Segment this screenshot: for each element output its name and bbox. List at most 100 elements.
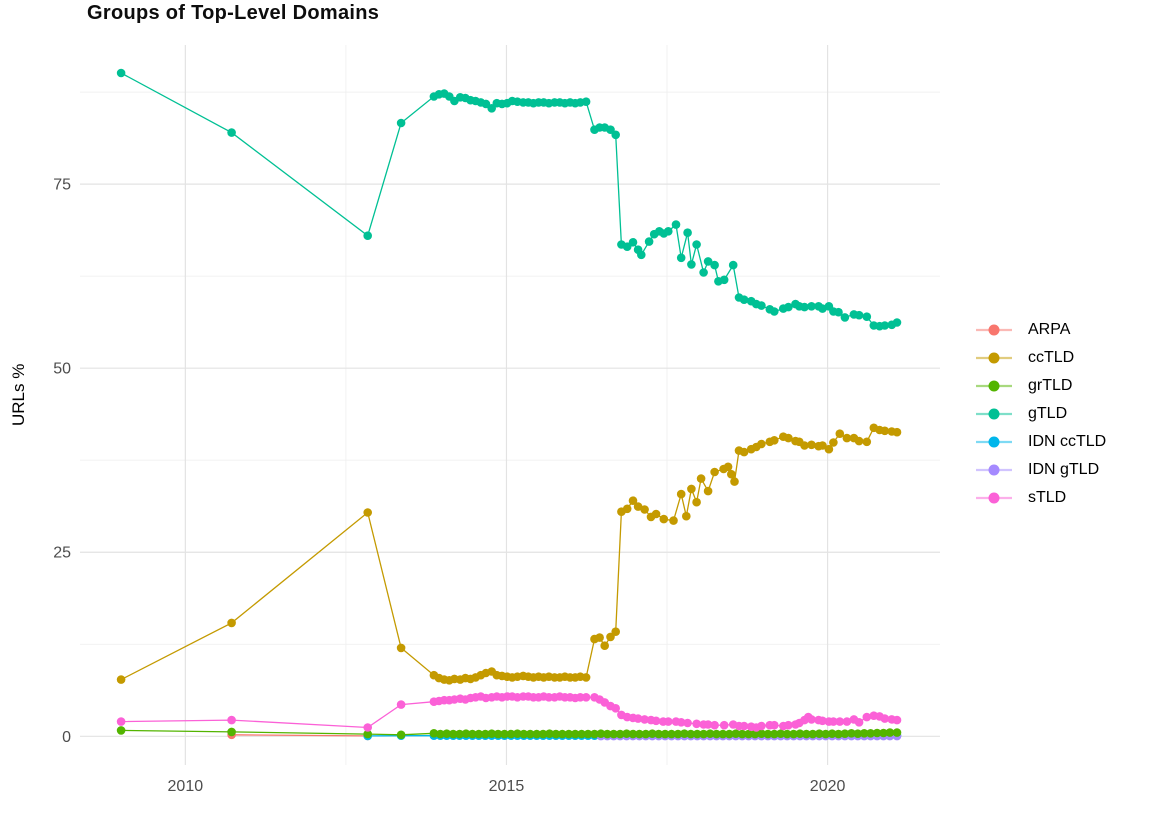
data-point <box>893 716 902 725</box>
data-point <box>863 438 872 447</box>
series-line-gtld <box>121 73 897 326</box>
data-point <box>623 505 632 514</box>
data-point <box>807 441 816 450</box>
data-point <box>724 463 733 472</box>
data-point <box>710 261 719 270</box>
data-point <box>397 119 406 128</box>
data-point <box>640 505 649 514</box>
data-point <box>855 437 864 446</box>
data-point <box>720 276 729 285</box>
data-point <box>687 260 696 269</box>
data-point <box>757 301 766 310</box>
data-point <box>582 673 591 682</box>
data-point <box>893 728 902 737</box>
y-tick-label: 50 <box>53 361 71 378</box>
data-point <box>637 251 646 260</box>
data-point <box>770 721 779 730</box>
legend-key-icon <box>976 435 1012 449</box>
data-point <box>699 268 708 277</box>
data-point <box>692 240 701 249</box>
data-point <box>595 633 604 642</box>
y-tick-label: 0 <box>62 729 71 746</box>
legend-key-dot <box>989 381 1000 392</box>
data-point <box>677 253 686 262</box>
data-point <box>652 510 661 519</box>
data-point <box>893 428 902 437</box>
series-gtld <box>117 69 902 331</box>
data-point <box>682 512 691 521</box>
data-point <box>729 261 738 270</box>
data-point <box>227 128 236 137</box>
data-point <box>363 231 372 240</box>
legend-item-cctld: ccTLD <box>976 349 1106 367</box>
data-point <box>770 436 779 445</box>
data-point <box>660 515 669 524</box>
legend-label: sTLD <box>1028 489 1066 507</box>
legend-item-stld: sTLD <box>976 489 1106 507</box>
data-point <box>611 627 620 636</box>
data-point <box>669 516 678 525</box>
data-point <box>757 440 766 449</box>
data-point <box>836 429 845 438</box>
data-point <box>611 704 620 713</box>
gridlines <box>80 45 940 765</box>
data-point <box>829 438 838 447</box>
data-point <box>117 675 126 684</box>
data-point <box>841 313 850 322</box>
legend-key-dot <box>989 353 1000 364</box>
data-point <box>692 498 701 507</box>
legend-item-gtld: gTLD <box>976 405 1106 423</box>
data-point <box>683 228 692 237</box>
data-point <box>730 477 739 486</box>
data-point <box>629 238 638 247</box>
data-point <box>740 295 749 304</box>
legend-key-dot <box>989 409 1000 420</box>
data-point <box>664 227 673 236</box>
legend-key-icon <box>976 407 1012 421</box>
x-tick-label: 2015 <box>489 778 525 795</box>
series-stld <box>117 692 902 732</box>
data-point <box>697 474 706 483</box>
y-tick-label: 25 <box>53 545 71 562</box>
data-point <box>757 722 766 731</box>
legend-key-icon <box>976 379 1012 393</box>
legend-key-dot <box>989 465 1000 476</box>
legend-key-dot <box>989 325 1000 336</box>
legend-label: grTLD <box>1028 377 1072 395</box>
data-point <box>363 723 372 732</box>
legend-label: gTLD <box>1028 405 1067 423</box>
data-point <box>704 487 713 496</box>
legend-key-dot <box>989 493 1000 504</box>
data-point <box>227 619 236 628</box>
data-point <box>645 237 654 246</box>
data-point <box>117 717 126 726</box>
data-point <box>227 716 236 725</box>
data-point <box>683 719 692 728</box>
x-tick-label: 2020 <box>810 778 846 795</box>
data-point <box>855 311 864 320</box>
legend-item-grtld: grTLD <box>976 377 1106 395</box>
legend-label: IDN gTLD <box>1028 461 1099 479</box>
data-point <box>397 731 406 740</box>
x-tick-label: 2010 <box>168 778 204 795</box>
data-point <box>710 721 719 730</box>
data-point <box>855 718 864 727</box>
legend-item-idn-gtld: IDN gTLD <box>976 461 1106 479</box>
data-point <box>664 717 673 726</box>
x-axis-ticks: 2010 2015 2020 <box>168 778 846 795</box>
data-point <box>227 728 236 737</box>
legend-key-icon <box>976 351 1012 365</box>
data-point <box>397 700 406 709</box>
data-point <box>687 485 696 494</box>
data-point <box>770 307 779 316</box>
legend-label: IDN ccTLD <box>1028 433 1106 451</box>
data-point <box>727 470 736 479</box>
data-point <box>720 721 729 730</box>
data-point <box>893 318 902 327</box>
legend-key-dot <box>989 437 1000 448</box>
data-point <box>117 726 126 735</box>
